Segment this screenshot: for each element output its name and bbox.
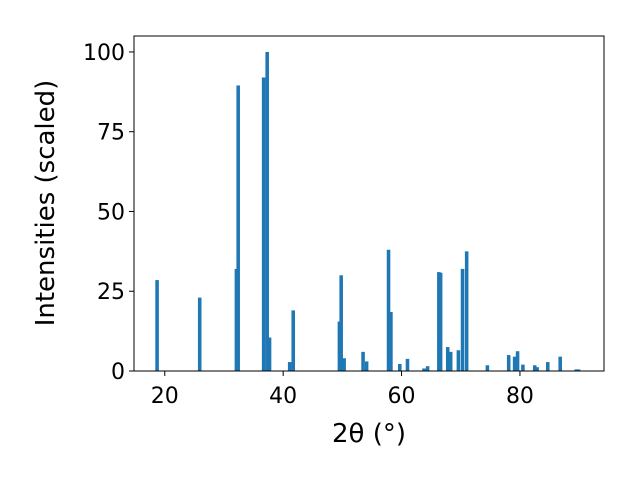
bar [389,311,393,371]
bar [422,368,426,371]
bar [425,366,430,371]
bar [364,361,369,371]
bar [386,249,391,371]
y-tick-label: 50 [97,200,125,225]
x-axis-label: 2θ (°) [332,419,406,449]
bar [512,356,517,371]
x-tick-label: 20 [151,384,179,409]
y-tick-label: 0 [111,360,125,385]
bar [361,351,365,371]
bar [545,362,550,371]
bar [448,351,453,371]
bar [405,358,410,371]
bar [437,272,441,371]
bar [234,268,239,371]
bar [535,367,539,371]
bar [464,251,469,371]
bar [438,272,443,371]
plot-frame [133,35,605,372]
bar [261,77,266,371]
y-axis: 0 25 50 75 100 [83,41,134,385]
bar [197,297,202,371]
y-tick-label: 75 [97,121,125,146]
y-axis-label: Intensities (scaled) [31,80,61,327]
bar [155,280,159,371]
bar [398,363,402,371]
bar [236,85,240,371]
bar-series [155,51,581,371]
bar [291,310,296,371]
bar [339,275,343,371]
y-tick-label: 25 [97,280,125,305]
bar [287,362,292,371]
bar [342,358,346,371]
bar [521,364,525,371]
bar [576,369,581,371]
bar [267,337,272,371]
y-tick-label: 100 [83,41,125,66]
x-tick-label: 40 [269,384,297,409]
x-tick-label: 80 [506,384,534,409]
bar [456,350,461,371]
bar [574,369,578,371]
x-tick-label: 60 [388,384,416,409]
bar [558,356,562,371]
bar [506,355,511,371]
bar [460,268,465,371]
bar [532,365,537,371]
x-axis: 20 40 60 80 [151,371,534,409]
bar [445,347,450,371]
bar [265,51,269,371]
bar [485,365,490,371]
bar [515,351,520,371]
